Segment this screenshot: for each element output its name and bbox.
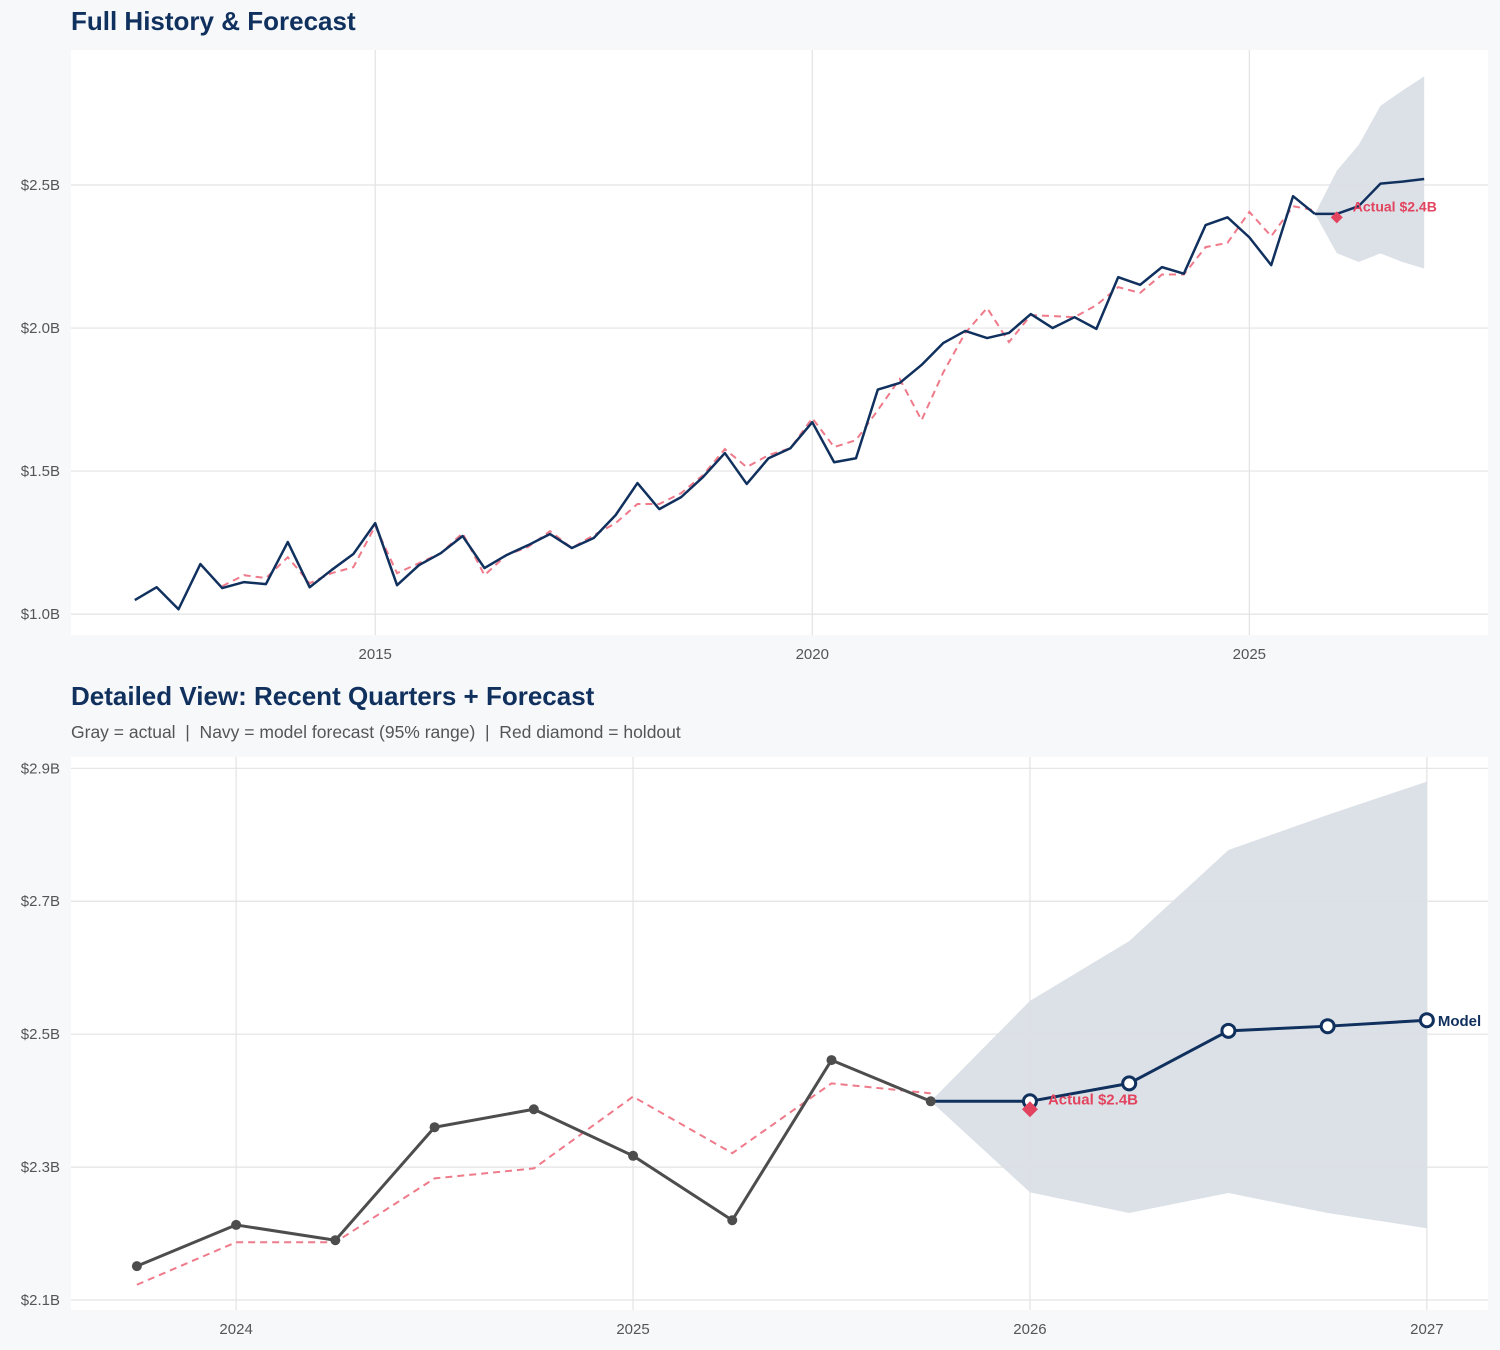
fitted-line bbox=[136, 1082, 931, 1286]
actual-point bbox=[826, 1055, 837, 1066]
forecast-band bbox=[930, 781, 1427, 1229]
x-tick-label: 2025 bbox=[616, 1321, 649, 1338]
x-tick-label: 2015 bbox=[359, 646, 392, 663]
y-tick-label: $2.9B bbox=[21, 760, 60, 777]
x-tick-label: 2026 bbox=[1013, 1321, 1046, 1338]
x-tick-label: 2020 bbox=[796, 646, 829, 663]
forecast-point bbox=[1418, 1012, 1435, 1029]
top-chart-title: Full History & Forecast bbox=[71, 6, 356, 36]
chart-panel-0: 2015 2020 2025 $1.0B $1.5B $2.0B $2.5B Actual $… bbox=[21, 50, 1488, 663]
bottom-chart-subtitle: Gray = actual | Navy = model forecast (9… bbox=[71, 722, 681, 742]
y-tick-label: $2.7B bbox=[21, 893, 60, 910]
y-tick-label: $2.5B bbox=[21, 1026, 60, 1043]
actual-point bbox=[727, 1215, 738, 1226]
y-tick-label: $2.1B bbox=[21, 1292, 60, 1309]
bottom-chart-title: Detailed View: Recent Quarters + Forecas… bbox=[71, 681, 595, 711]
y-tick-label: $2.5B bbox=[21, 177, 60, 194]
plot-area bbox=[71, 50, 1488, 635]
actual-line bbox=[134, 194, 1316, 611]
x-tick-label: 2027 bbox=[1410, 1321, 1443, 1338]
x-tick-label: 2024 bbox=[219, 1321, 252, 1338]
holdout-diamond bbox=[1330, 211, 1343, 224]
forecast-band bbox=[1314, 76, 1425, 269]
forecast-line bbox=[1314, 177, 1425, 216]
x-tick-label: 2025 bbox=[1233, 646, 1266, 663]
actual-point bbox=[628, 1150, 639, 1161]
forecast-point bbox=[1319, 1018, 1336, 1035]
y-tick-label: $2.0B bbox=[21, 320, 60, 337]
actual-point bbox=[330, 1235, 341, 1246]
forecast-point bbox=[1121, 1075, 1138, 1092]
actual-point bbox=[231, 1219, 242, 1230]
actual-point bbox=[925, 1096, 936, 1107]
y-tick-label: $1.5B bbox=[21, 463, 60, 480]
actual-point bbox=[429, 1122, 440, 1133]
y-tick-label: $2.3B bbox=[21, 1159, 60, 1176]
holdout-label: Actual $2.4B bbox=[1353, 198, 1437, 214]
actual-point bbox=[131, 1261, 142, 1272]
fitted-line bbox=[221, 205, 1316, 587]
chart-panel-1: 2024 2025 2026 2027 $2.1B $2.3B $2.5B $2.7B $2.9… bbox=[21, 757, 1488, 1338]
y-tick-label: $1.0B bbox=[21, 606, 60, 623]
holdout-diamond bbox=[1021, 1101, 1038, 1118]
holdout-label: Actual $2.4B bbox=[1048, 1091, 1138, 1108]
actual-point bbox=[528, 1104, 539, 1115]
forecast-line bbox=[930, 1018, 1427, 1103]
model-label: Model bbox=[1438, 1013, 1481, 1030]
forecast-point bbox=[1220, 1022, 1237, 1039]
